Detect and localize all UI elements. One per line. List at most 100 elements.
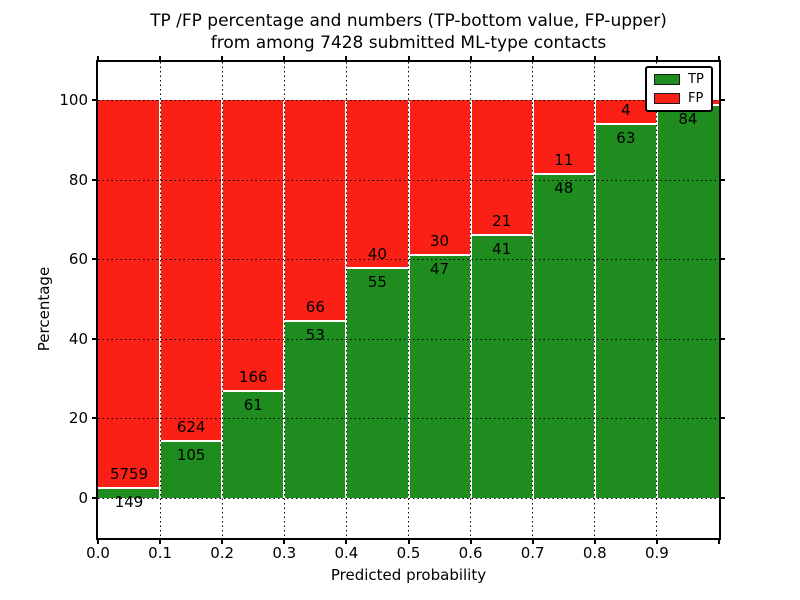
x-tick bbox=[531, 540, 534, 544]
y-tick-label: 80 bbox=[68, 170, 88, 189]
y-tick-right bbox=[721, 497, 725, 499]
x-tick-top bbox=[718, 56, 720, 60]
x-tick-top bbox=[655, 56, 658, 60]
y-gridline bbox=[98, 418, 719, 420]
bar-segment-tp bbox=[222, 390, 285, 498]
legend-swatch-tp-icon bbox=[654, 74, 680, 85]
bar-segment-tp bbox=[408, 255, 471, 498]
fp-count-label: 30 bbox=[430, 232, 450, 251]
x-axis-label: Predicted probability bbox=[330, 566, 487, 584]
bar-stack-seam bbox=[346, 266, 409, 269]
tp-count-label: 84 bbox=[678, 109, 698, 128]
x-gridline bbox=[408, 62, 409, 538]
x-gridline bbox=[594, 62, 596, 538]
fp-count-label: 21 bbox=[492, 211, 512, 230]
x-tick bbox=[593, 540, 596, 544]
bar-segment-tp bbox=[532, 174, 595, 498]
bar-segment-fp bbox=[346, 100, 409, 268]
tp-count-label: 48 bbox=[554, 179, 574, 198]
bar-segment-fp bbox=[222, 100, 285, 391]
y-axis-label: Percentage bbox=[35, 266, 53, 352]
x-tick bbox=[345, 540, 348, 544]
x-tick-label: 0.0 bbox=[86, 544, 110, 562]
x-gridline bbox=[221, 62, 223, 538]
x-tick-label: 0.6 bbox=[458, 544, 483, 562]
tp-count-label: 47 bbox=[430, 260, 450, 279]
x-gridline bbox=[470, 62, 472, 538]
chart-title-line1: TP /FP percentage and numbers (TP-bottom… bbox=[150, 11, 667, 31]
bar-segment-tp bbox=[656, 104, 719, 498]
fp-count-label: 11 bbox=[554, 151, 574, 170]
x-gridline bbox=[283, 62, 285, 538]
x-tick-top bbox=[469, 56, 472, 60]
y-tick-right bbox=[721, 337, 725, 340]
bar-segment-fp bbox=[594, 100, 657, 124]
y-tick-label: 0 bbox=[78, 489, 88, 507]
fp-count-label: 624 bbox=[176, 417, 206, 436]
x-tick bbox=[221, 540, 224, 544]
bar-segment-tp bbox=[284, 320, 347, 498]
x-gridline bbox=[345, 62, 347, 538]
y-tick-right bbox=[721, 178, 725, 181]
x-tick-top bbox=[407, 56, 410, 60]
y-tick bbox=[92, 337, 96, 340]
y-gridline bbox=[98, 259, 719, 261]
x-tick-top bbox=[221, 56, 224, 60]
y-tick-right bbox=[721, 258, 725, 261]
y-tick-label: 40 bbox=[68, 329, 88, 348]
x-tick-label: 0.1 bbox=[148, 544, 173, 562]
y-tick-right bbox=[721, 99, 725, 101]
x-tick bbox=[283, 540, 286, 544]
bar-segment-fp bbox=[408, 100, 471, 256]
tp-count-label: 41 bbox=[492, 239, 512, 258]
tp-count-label: 63 bbox=[616, 128, 636, 147]
x-tick-label: 0.7 bbox=[520, 544, 545, 562]
bar-segment-tp bbox=[470, 234, 533, 498]
bar-segment-fp bbox=[98, 100, 161, 489]
bar-stack-seam bbox=[160, 439, 223, 442]
y-gridline bbox=[98, 100, 719, 101]
x-tick-top bbox=[97, 56, 99, 60]
legend-item-tp: TP bbox=[654, 73, 704, 86]
y-tick-label: 60 bbox=[68, 250, 88, 269]
tp-count-label: 105 bbox=[176, 445, 206, 464]
bar-segment-fp bbox=[160, 100, 223, 441]
x-tick bbox=[97, 540, 99, 544]
x-tick-label: 0.4 bbox=[334, 544, 359, 562]
x-gridline bbox=[159, 62, 161, 538]
fp-count-label: 40 bbox=[367, 244, 387, 263]
x-tick-label: 0.3 bbox=[272, 544, 297, 562]
bar-stack-seam bbox=[408, 254, 471, 257]
fp-count-label: 4 bbox=[621, 100, 631, 119]
fp-count-label: 5759 bbox=[109, 465, 149, 484]
y-tick bbox=[92, 178, 96, 181]
bar-segment-tp bbox=[98, 488, 161, 498]
fp-count-label: 166 bbox=[238, 367, 268, 386]
bar-stack-seam bbox=[594, 122, 657, 125]
x-tick-label: 0.5 bbox=[396, 544, 421, 562]
fp-count-label: 66 bbox=[305, 297, 325, 316]
tp-count-label: 53 bbox=[305, 325, 325, 344]
legend-item-fp: FP bbox=[654, 92, 704, 105]
bar-segment-fp bbox=[284, 100, 347, 321]
y-gridline bbox=[98, 498, 719, 499]
bar-segment-tp bbox=[594, 123, 657, 498]
bar-stack-seam bbox=[532, 173, 595, 176]
y-tick-label: 20 bbox=[68, 409, 88, 428]
tp-count-label: 149 bbox=[114, 493, 144, 512]
x-tick-label: 0.8 bbox=[582, 544, 607, 562]
bar-stack-seam bbox=[222, 389, 285, 392]
y-gridline bbox=[98, 338, 719, 340]
chart-title-line2: from among 7428 submitted ML-type contac… bbox=[210, 33, 607, 53]
chart-title: TP /FP percentage and numbers (TP-bottom… bbox=[98, 10, 719, 54]
x-tick-top bbox=[159, 56, 162, 60]
bar-stack-seam bbox=[470, 233, 533, 236]
plot-area: 5759 149 624 105 166 61 66 53 40 55 30 47 21 41 11 48 4 6… bbox=[96, 60, 721, 540]
x-tick-top bbox=[593, 56, 596, 60]
x-tick bbox=[159, 540, 162, 544]
x-tick-top bbox=[345, 56, 348, 60]
legend: TP FP bbox=[645, 66, 713, 112]
x-tick-label: 0.2 bbox=[210, 544, 235, 562]
legend-label-tp: TP bbox=[688, 72, 704, 87]
legend-label-fp: FP bbox=[688, 91, 704, 106]
